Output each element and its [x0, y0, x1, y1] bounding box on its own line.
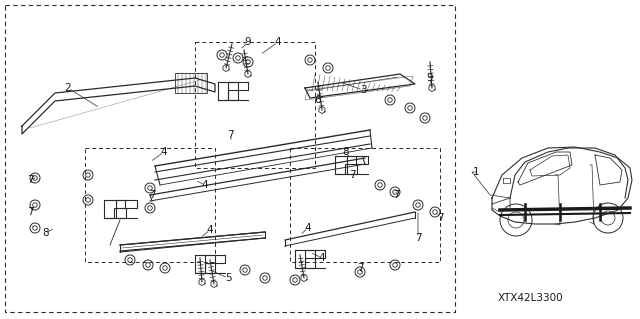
Text: 4: 4 — [275, 37, 282, 47]
Bar — [195, 42, 315, 168]
Text: 4: 4 — [202, 180, 208, 190]
Bar — [290, 148, 440, 262]
Text: 1: 1 — [473, 167, 479, 177]
Text: 7: 7 — [27, 207, 33, 217]
Text: 7: 7 — [415, 233, 421, 243]
Text: 7: 7 — [436, 213, 444, 223]
Text: 4: 4 — [319, 253, 325, 263]
Text: 8: 8 — [342, 147, 349, 157]
Text: XTX42L3300: XTX42L3300 — [497, 293, 563, 303]
Text: 9: 9 — [244, 37, 252, 47]
Text: 7: 7 — [349, 170, 355, 180]
Bar — [175, 73, 207, 93]
Text: 4: 4 — [305, 223, 311, 233]
Text: 7: 7 — [227, 130, 234, 140]
Bar — [85, 148, 215, 262]
Bar — [5, 5, 455, 312]
Text: 3: 3 — [360, 85, 366, 95]
Text: 6: 6 — [315, 95, 321, 105]
Text: 4: 4 — [207, 225, 213, 235]
Text: 7: 7 — [27, 175, 33, 185]
Text: 8: 8 — [43, 228, 49, 238]
Text: 5: 5 — [225, 273, 231, 283]
Text: 7: 7 — [148, 190, 156, 200]
Text: 2: 2 — [65, 83, 71, 93]
Text: 7: 7 — [356, 263, 364, 273]
Text: 9: 9 — [427, 73, 433, 83]
Text: 7: 7 — [393, 190, 399, 200]
Text: 4: 4 — [161, 147, 167, 157]
